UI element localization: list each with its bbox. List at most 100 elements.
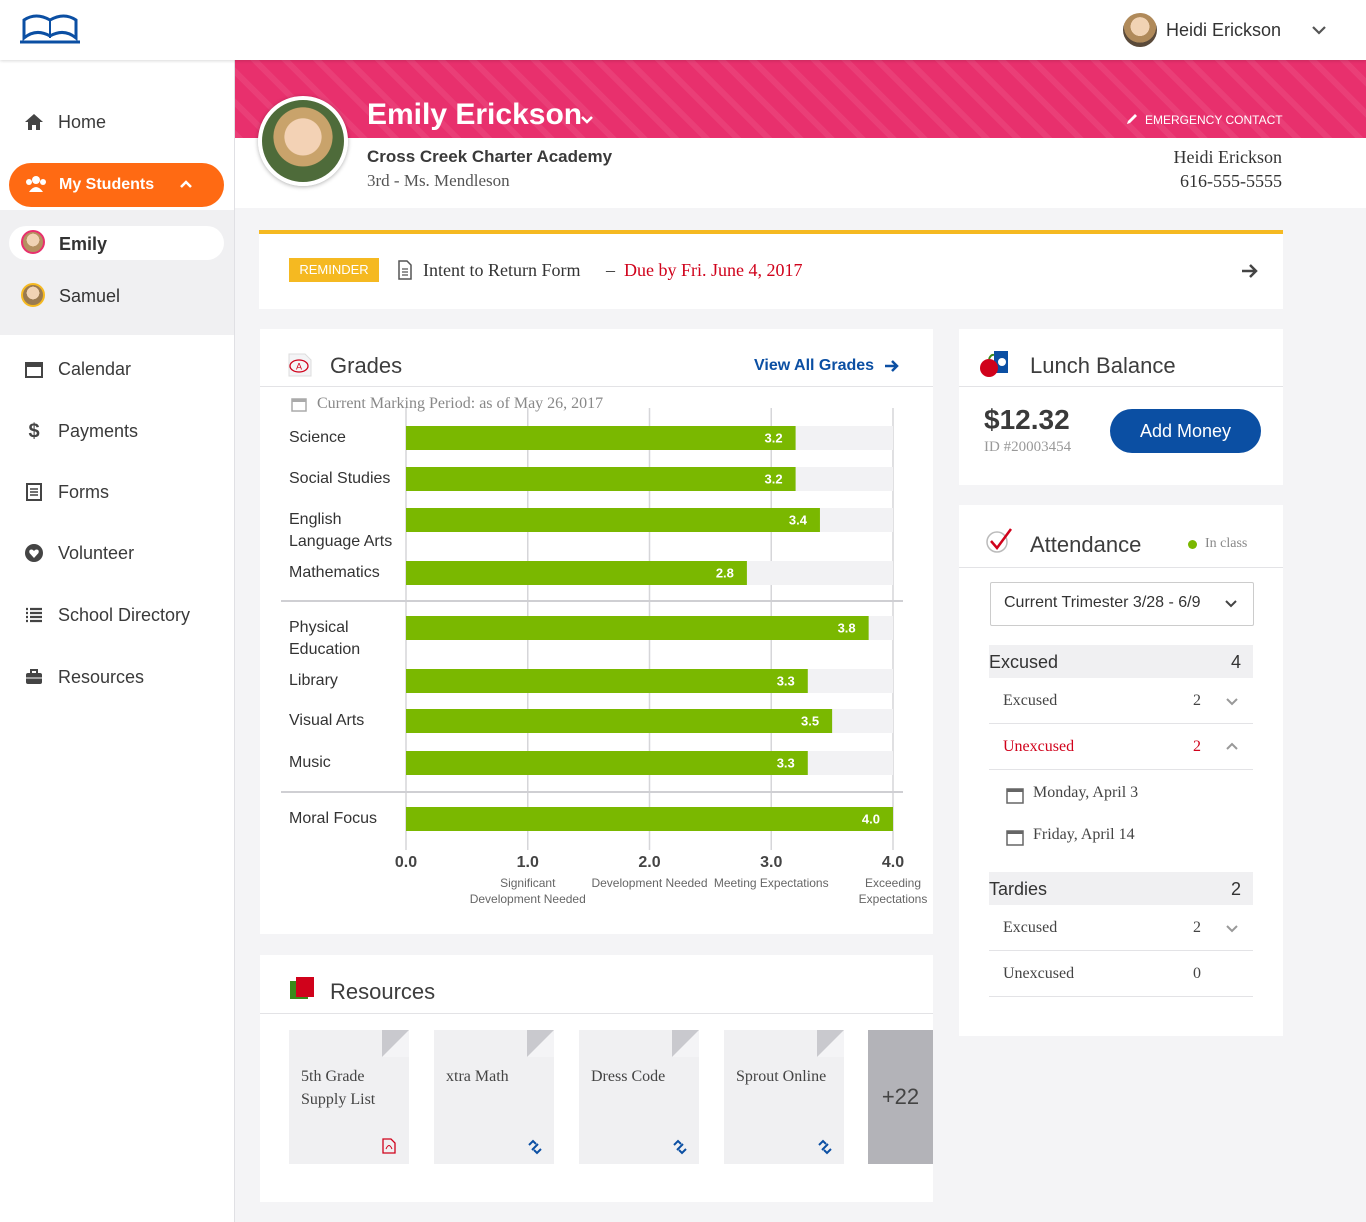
- grades-icon: A: [288, 353, 312, 377]
- section-count: 2: [1230, 879, 1241, 899]
- row-count: 2: [1193, 692, 1201, 709]
- lunch-card: Lunch Balance $12.32 ID #20003454 Add Mo…: [959, 329, 1283, 485]
- top-bar: Heidi Erickson: [0, 0, 1366, 60]
- nav-label: Home: [58, 111, 107, 132]
- volunteer-icon: [25, 544, 43, 562]
- nav-calendar[interactable]: Calendar: [24, 354, 131, 384]
- x-tick-label: 2.0: [638, 854, 660, 871]
- resource-tile[interactable]: Sprout Online: [724, 1030, 844, 1164]
- attendance-row[interactable]: Excused 2: [989, 678, 1253, 724]
- grades-card: A Grades View All Grades Current Marking…: [260, 329, 933, 934]
- section-count: 4: [1230, 652, 1241, 672]
- tile-fold: [382, 1030, 409, 1057]
- row-label: Excused: [1003, 919, 1058, 936]
- select-chevron: [1225, 600, 1237, 608]
- bar: [406, 709, 833, 733]
- x-tick-description: Meeting Expectations: [713, 876, 829, 890]
- nav-volunteer[interactable]: Volunteer: [24, 538, 134, 568]
- x-tick-label: 4.0: [882, 854, 904, 871]
- absence-date: Monday, April 3: [1033, 784, 1139, 801]
- lunch-balance: $12.32: [984, 404, 1070, 435]
- directory-icon: [26, 607, 42, 623]
- view-all-grades-link[interactable]: View All Grades: [754, 357, 875, 374]
- absence-date: Friday, April 14: [1033, 826, 1135, 843]
- user-menu-chevron[interactable]: [1311, 24, 1327, 36]
- pdf-icon: [382, 1138, 396, 1154]
- user-name[interactable]: Heidi Erickson: [1166, 20, 1282, 40]
- resource-tile[interactable]: 5th Grade Supply List: [289, 1030, 409, 1164]
- value-label: 3.3: [777, 673, 795, 688]
- link-icon: [818, 1139, 832, 1155]
- expand-chevron[interactable]: [1225, 697, 1239, 707]
- lunch-title: Lunch Balance: [1030, 353, 1176, 378]
- add-money-button[interactable]: Add Money: [1110, 409, 1261, 453]
- resource-tile[interactable]: Dress Code: [579, 1030, 699, 1164]
- x-tick-label: 0.0: [395, 854, 417, 871]
- student-emily[interactable]: Emily: [9, 226, 224, 260]
- link-icon: [528, 1139, 542, 1155]
- nav-my-students[interactable]: My Students: [9, 163, 224, 207]
- forms-icon: [26, 483, 42, 501]
- resources-icon: [26, 669, 42, 684]
- student-samuel[interactable]: Samuel: [9, 279, 224, 313]
- x-tick-description: Exceeding Expectations: [858, 876, 928, 906]
- home-icon: [25, 114, 43, 130]
- category-label: Mathematics: [289, 564, 380, 581]
- nav-label: Resources: [58, 666, 145, 687]
- reminder-card[interactable]: REMINDER Intent to Return Form – Due by …: [259, 230, 1283, 309]
- row-count: 0: [1193, 965, 1201, 982]
- resource-tile[interactable]: xtra Math: [434, 1030, 554, 1164]
- link-arrow[interactable]: [884, 359, 900, 373]
- lunch-icon: [980, 351, 1008, 377]
- value-label: 3.3: [777, 755, 795, 770]
- student-switch-chevron[interactable]: [579, 114, 595, 126]
- category-label: Library: [289, 672, 338, 689]
- resources-icon: [290, 977, 314, 999]
- lunch-id: ID #20003454: [984, 439, 1072, 455]
- attendance-row[interactable]: Unexcused 2: [989, 724, 1253, 770]
- expand-chevron[interactable]: [1225, 924, 1239, 934]
- emergency-contact-link[interactable]: EMERGENCY CONTACT: [1145, 113, 1283, 127]
- collapse-chevron[interactable]: [179, 179, 193, 189]
- students-icon: [26, 176, 46, 192]
- category-label: Physical Education: [289, 619, 361, 658]
- bar: [406, 561, 747, 585]
- reminder-tag: REMINDER: [289, 258, 379, 282]
- reminder-arrow[interactable]: [1241, 263, 1259, 279]
- row-count: 2: [1193, 738, 1201, 755]
- category-label: English Language Arts: [289, 511, 393, 550]
- calendar-icon: [1006, 830, 1024, 846]
- payments-icon: $: [28, 421, 39, 441]
- row-label: Unexcused: [1003, 738, 1075, 755]
- divider: [260, 386, 933, 387]
- resources-title: Resources: [330, 979, 436, 1004]
- logo[interactable]: [18, 14, 82, 46]
- nav-resources[interactable]: Resources: [24, 662, 144, 692]
- nav-label: Volunteer: [58, 542, 135, 563]
- more-resources[interactable]: +22: [868, 1030, 933, 1164]
- period-select[interactable]: Current Trimester 3/28 - 6/9: [990, 582, 1254, 626]
- link-icon: [673, 1139, 687, 1155]
- grades-chart: 3.2 3.2 3.4 2.8 3.8 3.3 3.5 3.3 4.0 0.0 1.0 2.0 3.0 4…: [281, 408, 904, 871]
- grades-title: Grades: [330, 353, 403, 378]
- attendance-row[interactable]: Excused 2: [989, 905, 1253, 951]
- value-label: 2.8: [716, 565, 734, 580]
- student-banner: [235, 60, 1366, 138]
- value-label: 3.2: [765, 430, 783, 445]
- nav-home[interactable]: Home: [24, 107, 106, 137]
- student-avatar: [21, 283, 45, 307]
- nav-forms[interactable]: Forms: [24, 477, 109, 507]
- attendance-status: In class: [1205, 536, 1248, 551]
- nav-payments[interactable]: $ Payments: [24, 416, 138, 446]
- student-name[interactable]: Emily Erickson: [367, 98, 583, 131]
- attendance-icon: [986, 528, 1013, 553]
- svg-text:$: $: [28, 421, 39, 441]
- collapse-chevron[interactable]: [1225, 741, 1239, 751]
- bar: [406, 751, 808, 775]
- nav-school-directory[interactable]: School Directory: [24, 600, 190, 630]
- marking-period: Current Marking Period: as of May 26, 20…: [317, 395, 604, 412]
- bar: [406, 426, 796, 450]
- user-avatar[interactable]: [1123, 13, 1157, 47]
- value-label: 3.4: [789, 512, 808, 527]
- bar: [406, 616, 869, 640]
